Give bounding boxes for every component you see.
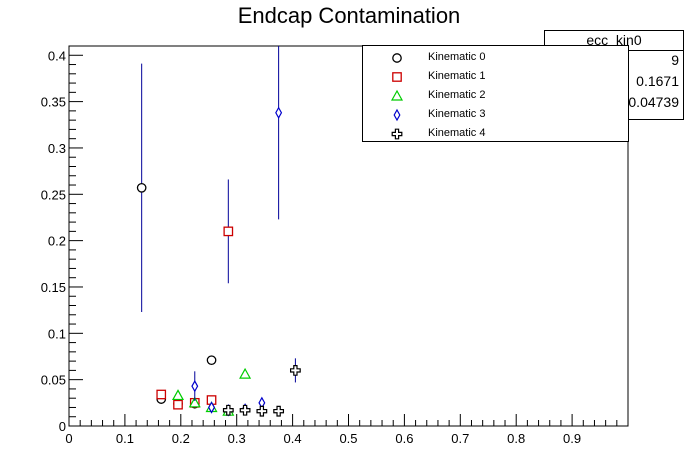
legend-entry: Kinematic 1 bbox=[363, 68, 628, 87]
x-tick-label: 0.2 bbox=[172, 431, 190, 446]
legend-label: Kinematic 4 bbox=[428, 127, 486, 139]
data-point bbox=[188, 396, 201, 408]
data-point bbox=[136, 182, 147, 193]
data-point bbox=[239, 367, 252, 379]
legend-symbol bbox=[390, 89, 404, 101]
x-tick-label: 0.4 bbox=[284, 431, 302, 446]
x-tick-label: 0.6 bbox=[395, 431, 413, 446]
legend-symbol bbox=[391, 128, 403, 140]
y-tick-label: 0.25 bbox=[41, 187, 66, 202]
x-tick-label: 0.1 bbox=[116, 431, 134, 446]
x-tick-label: 0 bbox=[65, 431, 72, 446]
legend: Kinematic 0 Kinematic 1 Kinematic 2 Kinemat… bbox=[362, 45, 629, 142]
y-tick-label: 0.4 bbox=[48, 48, 66, 63]
data-point bbox=[273, 405, 285, 417]
legend-marker bbox=[392, 72, 402, 82]
legend-symbol bbox=[393, 108, 401, 122]
x-tick-label: 0.9 bbox=[563, 431, 581, 446]
legend-entry: Kinematic 2 bbox=[363, 87, 628, 106]
legend-entry: Kinematic 3 bbox=[363, 106, 628, 125]
legend-label: Kinematic 1 bbox=[428, 70, 486, 82]
legend-label: Kinematic 2 bbox=[428, 89, 486, 101]
y-tick-label: 0.05 bbox=[41, 373, 66, 388]
x-tick-label: 0.5 bbox=[339, 431, 357, 446]
stats-entries-value: 9 bbox=[671, 52, 679, 68]
legend-symbol bbox=[392, 72, 402, 82]
legend-label: Kinematic 3 bbox=[428, 108, 486, 120]
x-tick-label: 0.7 bbox=[451, 431, 469, 446]
x-tick-label: 0.3 bbox=[228, 431, 246, 446]
data-point bbox=[191, 379, 199, 393]
data-point bbox=[256, 405, 268, 417]
legend-entry: Kinematic 4 bbox=[363, 125, 628, 144]
legend-marker bbox=[392, 53, 402, 63]
y-tick-label: 0.35 bbox=[41, 95, 66, 110]
stats-mean-value: 0.1671 bbox=[636, 73, 679, 89]
data-layer bbox=[136, 46, 301, 417]
data-point bbox=[223, 226, 234, 237]
series-0 bbox=[136, 63, 217, 409]
chart-title: Endcap Contamination bbox=[237, 3, 461, 28]
legend-marker bbox=[393, 108, 401, 122]
legend-label: Kinematic 0 bbox=[428, 51, 486, 63]
legend-symbol bbox=[392, 53, 402, 63]
data-point bbox=[222, 404, 234, 416]
y-tick-label: 0.3 bbox=[48, 141, 66, 156]
axes: 0 0.1 0.2 0.3 0.4 0.5 0.6 0.7 0.8 0.9 0 0.05 0.1 0.15… bbox=[41, 45, 629, 446]
data-point bbox=[206, 355, 217, 366]
legend-entry: Kinematic 0 bbox=[363, 49, 628, 68]
series-4 bbox=[222, 358, 301, 417]
data-point bbox=[156, 389, 167, 400]
y-tick-label: 0.2 bbox=[48, 234, 66, 249]
legend-marker bbox=[390, 89, 404, 101]
series-1 bbox=[156, 179, 234, 410]
data-point bbox=[275, 106, 283, 119]
data-point bbox=[239, 404, 251, 416]
series-3 bbox=[191, 46, 283, 417]
y-tick-label: 0.1 bbox=[48, 326, 66, 341]
x-tick-label: 0.8 bbox=[507, 431, 525, 446]
stats-rms-value: 0.04739 bbox=[628, 94, 679, 110]
y-tick-label: 0 bbox=[59, 419, 66, 434]
data-point bbox=[208, 401, 216, 414]
y-tick-label: 0.15 bbox=[41, 280, 66, 295]
legend-marker bbox=[391, 128, 403, 140]
data-point bbox=[173, 399, 183, 410]
data-point bbox=[171, 389, 185, 401]
data-point bbox=[289, 364, 301, 376]
